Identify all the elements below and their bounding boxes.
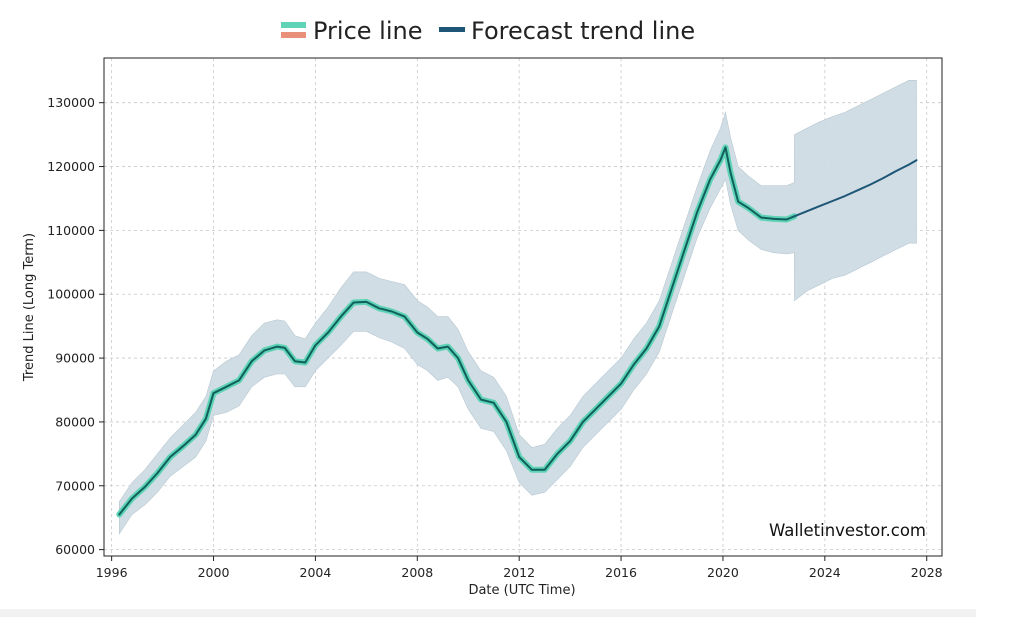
plot-frame — [103, 57, 943, 557]
x-tick-label: 2024 — [809, 565, 841, 580]
y-tick-label: 120000 — [47, 159, 95, 174]
watermark: Walletinvestor.com — [769, 521, 926, 540]
legend-price-label: Price line — [313, 17, 423, 45]
x-tick-label: 2004 — [300, 565, 332, 580]
x-tick-label: 2028 — [911, 565, 943, 580]
price-line — [118, 146, 796, 516]
y-tick-label: 130000 — [47, 95, 95, 110]
x-tick-label: 2020 — [707, 565, 739, 580]
bottom-cropped-strip — [0, 609, 976, 617]
y-axis-ticks: 60000 70000 80000 90000 100000 110000 120000 13… — [47, 95, 104, 557]
y-tick-label: 100000 — [47, 287, 95, 302]
forecast-trend-line — [793, 159, 918, 218]
legend-forecast-label: Forecast trend line — [471, 17, 695, 45]
x-tick-label: 2012 — [503, 565, 535, 580]
legend: Price line Forecast trend line — [281, 17, 695, 45]
y-tick-label: 80000 — [55, 414, 95, 429]
legend-price-swatch-top — [281, 22, 306, 28]
y-tick-label: 110000 — [47, 223, 95, 238]
confidence-band-area — [119, 80, 917, 535]
x-tick-label: 2000 — [198, 565, 230, 580]
y-tick-label: 70000 — [55, 478, 95, 493]
x-tick-label: 1996 — [96, 565, 128, 580]
legend-forecast-swatch — [439, 27, 465, 32]
x-axis-label: Date (UTC Time) — [468, 583, 575, 598]
y-tick-label: 60000 — [55, 542, 95, 557]
confidence-band — [119, 80, 917, 535]
x-tick-label: 2008 — [401, 565, 433, 580]
series-lines — [116, 144, 918, 518]
legend-price-swatch-bottom — [281, 32, 306, 38]
y-tick-label: 90000 — [55, 351, 95, 366]
x-tick-label: 2016 — [605, 565, 637, 580]
y-axis-label: Trend Line (Long Term) — [22, 233, 37, 382]
x-axis-ticks: 1996 2000 2004 2008 2012 2016 2020 2024 2028 — [96, 556, 943, 580]
